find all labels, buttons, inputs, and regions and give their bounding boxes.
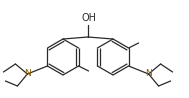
Text: N: N [24, 69, 31, 78]
Text: N: N [145, 69, 152, 78]
Text: OH: OH [81, 13, 97, 23]
